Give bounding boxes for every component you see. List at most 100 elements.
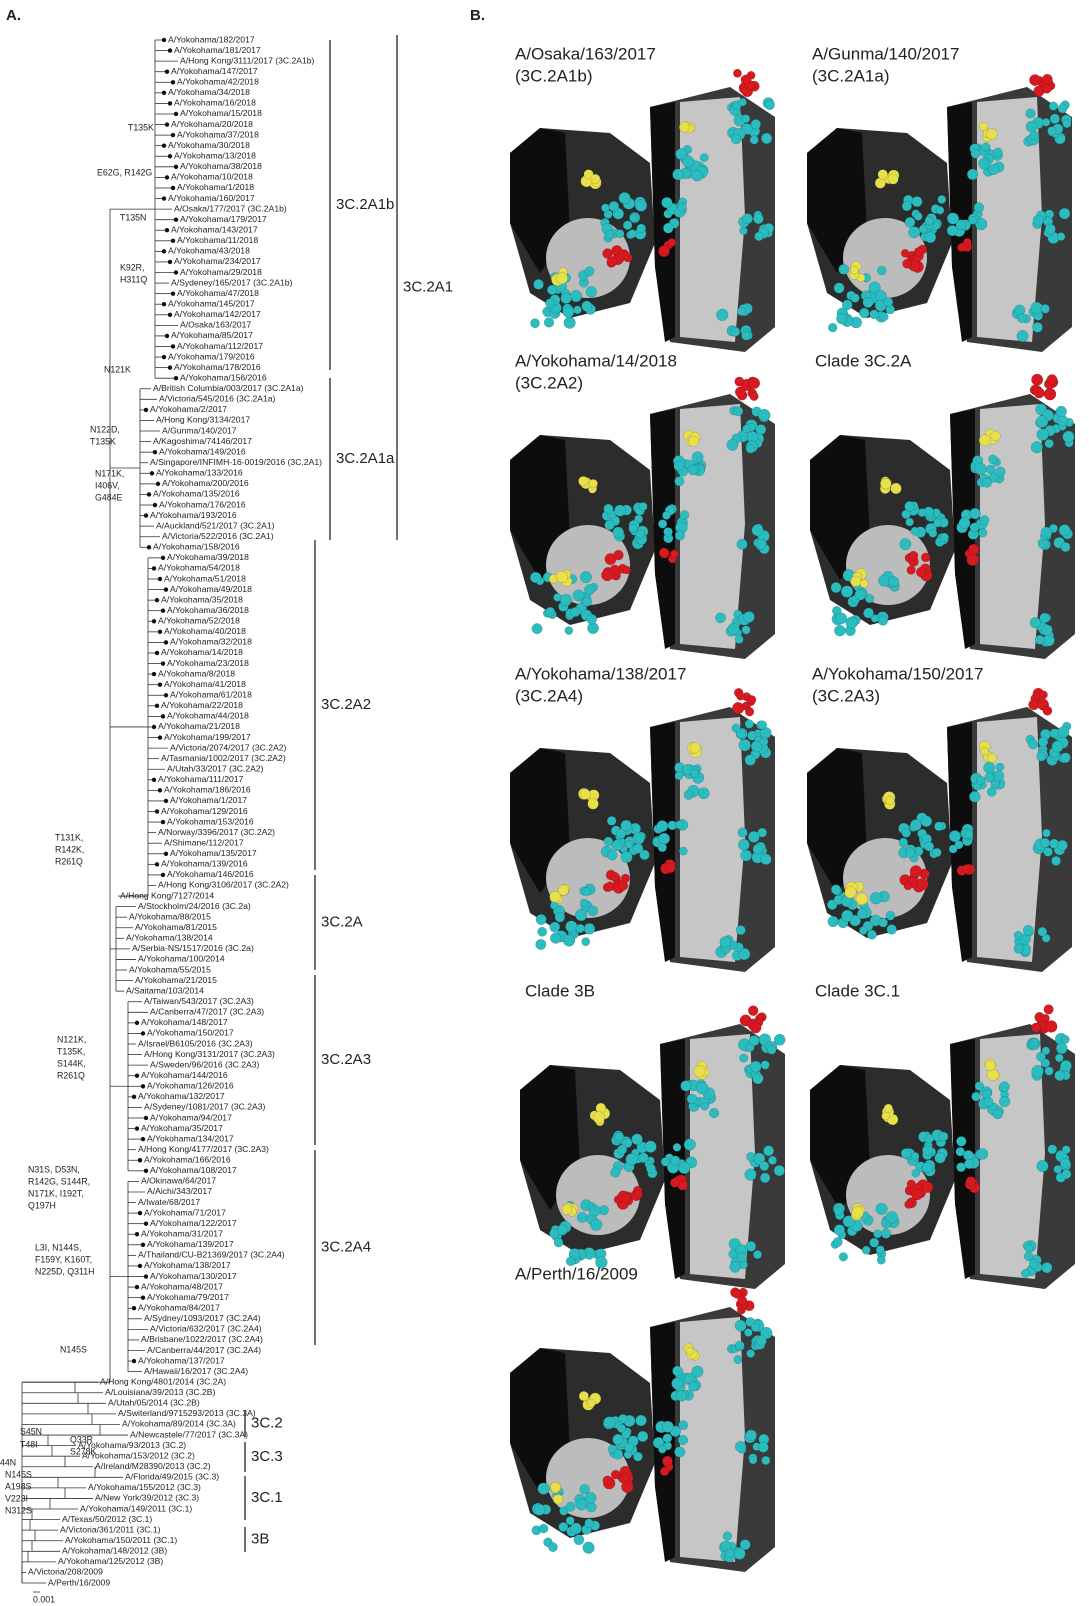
atom [846, 617, 858, 629]
atom [1057, 840, 1067, 850]
structure-title: A/Yokohama/14/2018 [515, 351, 677, 370]
atom [737, 1253, 747, 1263]
atom [1056, 1043, 1067, 1054]
structure-title: A/Osaka/163/2017 [515, 44, 656, 63]
atom [538, 1483, 550, 1495]
atom [623, 566, 631, 574]
atom [690, 742, 701, 753]
atom [622, 1194, 631, 1203]
atom [536, 939, 546, 949]
atom [618, 249, 629, 260]
leaf-dot [174, 217, 178, 221]
atom [637, 224, 646, 233]
atom [601, 204, 609, 212]
atom [904, 882, 912, 890]
structure-title: A/Gunma/140/2017 [812, 44, 959, 63]
leaf-dot [132, 1095, 136, 1099]
atom [679, 847, 687, 855]
atom [988, 455, 997, 464]
atom [751, 1323, 759, 1331]
atom [742, 331, 751, 340]
atom [1062, 1146, 1070, 1154]
atom [1042, 84, 1052, 94]
leaf-dot [150, 471, 154, 475]
atom [605, 520, 615, 530]
mutation-label: T135K, [57, 1046, 85, 1056]
atom [987, 129, 998, 140]
leaf-dot [174, 270, 178, 274]
atom [860, 580, 868, 588]
clade-label: 3C.1 [251, 1489, 283, 1506]
leaf-dot [141, 1243, 145, 1247]
atom [929, 529, 937, 537]
atom [744, 1328, 752, 1336]
leaf-label: A/Osaka/163/2017 [180, 320, 251, 330]
atom [688, 465, 698, 475]
leaf-dot [165, 70, 169, 74]
leaf-label: A/Yokohama/158/2016 [153, 542, 240, 552]
leaf-dot [171, 344, 175, 348]
atom [750, 1022, 761, 1033]
atom [964, 1159, 974, 1169]
atom [680, 511, 689, 520]
atom [939, 1132, 948, 1141]
leaf-label: A/Yokohama/112/2017 [177, 341, 263, 351]
atom [834, 625, 845, 636]
leaf-label: A/Texas/50/2012 (3C.1) [62, 1514, 152, 1524]
leaf-dot [144, 1221, 148, 1225]
atom [591, 174, 600, 183]
atom [738, 839, 749, 850]
leaf-label: A/Yokohama/55/2015 [129, 964, 211, 974]
atom [1059, 525, 1070, 536]
leaf-dot [171, 186, 175, 190]
atom [965, 830, 973, 838]
mutation-label: V223I [5, 1493, 28, 1503]
leaf-dot [152, 725, 156, 729]
atom [587, 1399, 596, 1408]
atom [1041, 527, 1052, 538]
leaf-dot [158, 682, 162, 686]
atom [562, 1204, 572, 1214]
atom [1052, 741, 1063, 752]
atom [760, 1161, 769, 1170]
atom [1033, 215, 1044, 226]
leaf-dot [155, 651, 159, 655]
atom [610, 1168, 620, 1178]
atom [738, 948, 750, 960]
atom [739, 227, 747, 235]
leaf-dot [132, 1359, 136, 1363]
leaf-label: A/Yokohama/138/2014 [126, 933, 213, 943]
atom [1061, 1035, 1069, 1043]
structures: A/Osaka/163/2017(3C.2A1b)A/Gunma/140/201… [510, 44, 1075, 1572]
atom [749, 1035, 759, 1045]
atom [536, 914, 547, 925]
atom [745, 707, 754, 716]
atom [917, 878, 929, 890]
atom [739, 98, 747, 106]
atom [1014, 944, 1024, 954]
atom [909, 226, 921, 238]
atom [701, 1102, 709, 1110]
atom [614, 550, 624, 560]
leaf-label: A/Yokohama/153/2016 [167, 816, 254, 826]
atom [730, 327, 740, 337]
atom [758, 409, 770, 421]
atom [901, 249, 909, 257]
atom [662, 197, 673, 208]
leaf-dot [155, 598, 159, 602]
atom [836, 313, 847, 324]
leaf-label: A/Yokohama/135/2017 [170, 848, 257, 858]
mutation-label: S278K [70, 1446, 97, 1456]
mutation-label: K92R, [120, 262, 144, 272]
structure-title: A/Perth/16/2009 [515, 1264, 638, 1283]
atom [690, 769, 699, 778]
atom [993, 771, 1004, 782]
atom [737, 692, 745, 700]
mutation-label: F159Y, K160T, [35, 1254, 92, 1264]
atom [921, 553, 930, 562]
atom [834, 1206, 843, 1215]
atom [859, 926, 867, 934]
atom [593, 1112, 605, 1124]
atom [738, 1296, 747, 1305]
atom [988, 753, 997, 762]
